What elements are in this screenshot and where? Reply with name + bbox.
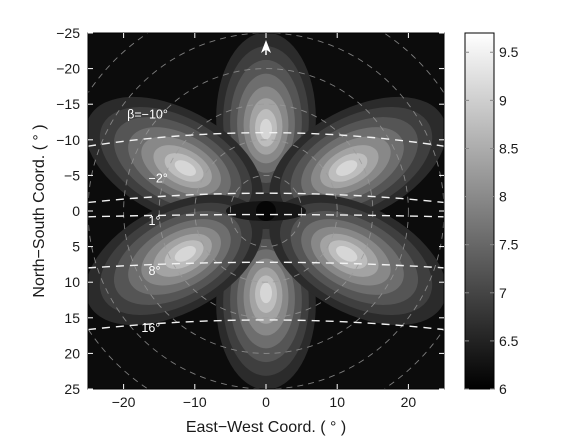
beta-curve <box>88 213 444 218</box>
colorbar-tick-label: 8 <box>499 189 507 205</box>
beta-curve-label: β=−10° <box>127 107 168 121</box>
lobe-contour <box>174 160 196 176</box>
colorbar-tick-label: 6 <box>499 381 507 397</box>
y-axis-label: North−South Coord. ( ° ) <box>31 124 48 297</box>
beta-curve-label: −2° <box>149 172 168 186</box>
y-tick-label: −20 <box>56 61 80 77</box>
x-axis: −20 −10 0 10 20 <box>112 33 417 410</box>
beta-curve-label: 16° <box>141 321 160 335</box>
colorbar-tick-label: 7.5 <box>499 237 519 253</box>
x-tick-label: 0 <box>262 394 270 410</box>
x-tick-label: 20 <box>401 394 417 410</box>
beta-curve-labels: β=−10° −2° 1° 8° 16° <box>127 107 168 335</box>
x-tick-label: 10 <box>329 394 345 410</box>
colorbar: 6 6.5 7 7.5 8 8.5 9 9.5 <box>464 32 519 397</box>
y-tick-label: 10 <box>64 274 80 290</box>
heatmap-lobe <box>216 218 316 389</box>
beta-curve <box>88 319 444 331</box>
beta-curve <box>88 132 444 147</box>
y-tick-label: 15 <box>64 310 80 326</box>
colorbar-tick-label: 8.5 <box>499 140 519 156</box>
range-circle <box>158 103 374 319</box>
colorbar-ticks: 6 6.5 7 7.5 8 8.5 9 9.5 <box>465 44 519 397</box>
colorbar-tick-label: 9.5 <box>499 44 519 60</box>
y-tick-label: 5 <box>72 239 80 255</box>
lobe-contour <box>174 246 196 262</box>
plot-area: β=−10° −2° 1° 8° 16° <box>87 32 445 390</box>
beta-curve <box>88 192 444 204</box>
beta-curves <box>88 132 444 331</box>
range-circles <box>88 33 444 389</box>
colorbar-gradient <box>464 32 495 390</box>
beta-curve <box>88 261 444 269</box>
heatmap-lobe <box>269 194 444 326</box>
y-tick-label: −10 <box>56 132 80 148</box>
x-tick-label: −10 <box>183 394 207 410</box>
y-tick-label: −25 <box>56 25 80 41</box>
lobe-contour <box>336 246 358 262</box>
lobe-contour <box>260 282 272 304</box>
y-tick-label: −5 <box>64 167 80 183</box>
beta-curve-label: 1° <box>149 214 161 228</box>
range-circle <box>194 139 338 283</box>
heatmap-lobe <box>88 194 263 326</box>
y-tick-label: 25 <box>64 381 80 397</box>
y-tick-label: 0 <box>72 203 80 219</box>
x-tick-label: −20 <box>112 394 136 410</box>
colorbar-tick-label: 9 <box>499 92 507 108</box>
colorbar-tick-label: 7 <box>499 285 507 301</box>
heatmap-lobes <box>88 33 444 389</box>
lobe-contour <box>336 160 358 176</box>
y-tick-label: 20 <box>64 345 80 361</box>
y-tick-label: −15 <box>56 96 80 112</box>
lobe-contour <box>260 118 272 140</box>
colorbar-tick-label: 6.5 <box>499 333 519 349</box>
range-circle <box>123 68 409 354</box>
north-arrow-icon <box>261 40 271 55</box>
beta-curve-label: 8° <box>149 264 161 278</box>
x-axis-label: East−West Coord. ( ° ) <box>186 419 346 436</box>
range-circle <box>229 174 303 248</box>
centre-dark-core <box>256 201 276 221</box>
y-axis: −25 −20 −15 −10 −5 0 5 10 15 20 25 <box>56 25 444 397</box>
